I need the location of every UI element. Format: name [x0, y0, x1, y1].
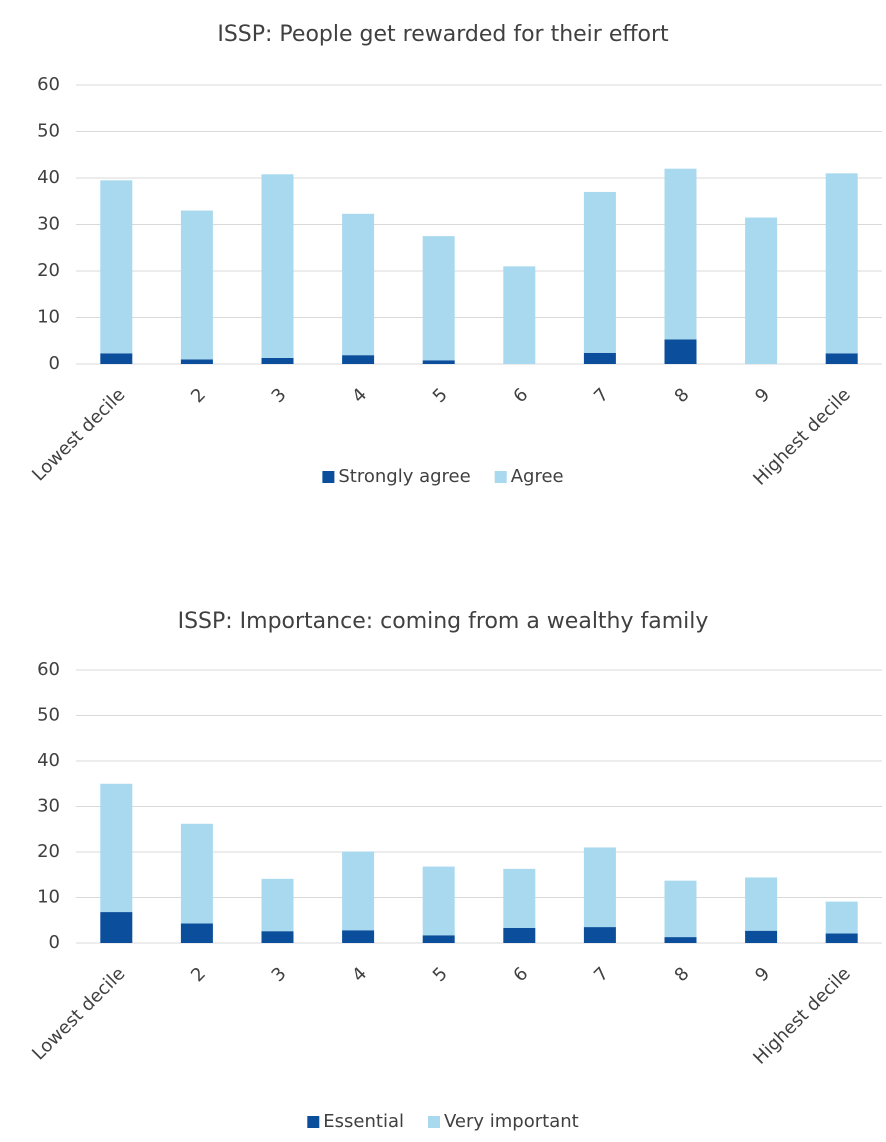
bar-segment: [422, 236, 455, 361]
bar-segment: [825, 901, 858, 934]
bar-segment: [664, 880, 697, 938]
legend-swatch: [428, 1116, 440, 1128]
bar-segment: [745, 217, 778, 364]
bar-segment: [825, 353, 858, 364]
legend-label: Essential: [323, 1111, 404, 1132]
x-tick-label: 2: [187, 963, 210, 986]
y-tick-label: 60: [37, 659, 60, 680]
y-tick-label: 50: [37, 121, 60, 142]
y-tick-label: 20: [37, 841, 60, 862]
legend-swatch: [494, 471, 507, 483]
x-tick-label: Lowest decile: [28, 384, 129, 485]
bar-segment: [583, 927, 616, 943]
bar-segment: [664, 339, 697, 364]
bar-segment: [422, 935, 455, 943]
bar-segment: [180, 210, 213, 360]
bar-segment: [180, 359, 213, 364]
bar-segment: [745, 877, 778, 931]
x-tick-label: 3: [268, 384, 291, 407]
bar-segment: [583, 352, 616, 364]
x-tick-label: 8: [671, 384, 694, 407]
y-tick-label: 0: [49, 932, 60, 953]
y-tick-label: 0: [49, 353, 60, 374]
bar-segment: [342, 930, 375, 943]
legend-label: Very important: [444, 1111, 579, 1132]
x-tick-label: 3: [268, 963, 291, 986]
bar-segment: [342, 355, 375, 364]
bar-segment: [180, 923, 213, 943]
x-tick-label: 6: [509, 384, 532, 407]
x-tick-label: 4: [348, 384, 371, 407]
x-tick-label: 8: [671, 963, 694, 986]
x-tick-label: 2: [187, 384, 210, 407]
bar-segment: [261, 931, 294, 943]
bar-segment: [825, 173, 858, 354]
x-tick-label: Lowest decile: [28, 963, 129, 1064]
bar-segment: [503, 868, 536, 928]
bar-segment: [503, 266, 536, 364]
bar-segment: [261, 878, 294, 932]
x-tick-label: 9: [751, 384, 774, 407]
chart-title: ISSP: People get rewarded for their effo…: [217, 22, 669, 47]
legend-label: Strongly agree: [338, 466, 470, 487]
bar-segment: [100, 180, 133, 354]
legend-swatch: [307, 1116, 320, 1128]
bar-segment: [342, 213, 375, 356]
x-tick-label: 7: [590, 963, 613, 986]
x-tick-label: 6: [509, 963, 532, 986]
y-tick-label: 10: [37, 307, 60, 328]
y-tick-label: 20: [37, 260, 60, 281]
y-tick-label: 30: [37, 214, 60, 235]
bar-segment: [422, 360, 455, 364]
bar-segment: [100, 783, 133, 913]
bar-segment: [342, 851, 375, 931]
y-tick-label: 10: [37, 887, 60, 908]
y-tick-label: 40: [37, 167, 60, 188]
bar-segment: [664, 168, 697, 340]
x-tick-label: 9: [751, 963, 774, 986]
y-tick-label: 50: [37, 705, 60, 726]
x-tick-label: 5: [429, 384, 452, 407]
bar-segment: [422, 866, 455, 936]
chart-title: ISSP: Importance: coming from a wealthy …: [178, 609, 709, 634]
y-tick-label: 60: [37, 74, 60, 95]
bar-segment: [100, 912, 133, 943]
bar-segment: [583, 847, 616, 928]
bar-segment: [503, 927, 536, 943]
bar-segment: [745, 930, 778, 943]
legend-swatch: [322, 471, 335, 483]
bar-segment: [583, 191, 616, 353]
x-tick-label: 4: [348, 963, 371, 986]
bar-segment: [180, 823, 213, 924]
bar-segment: [825, 933, 858, 943]
bar-segment: [261, 357, 294, 364]
bar-segment: [100, 353, 133, 364]
y-tick-label: 30: [37, 796, 60, 817]
bar-segment: [664, 937, 697, 943]
y-tick-label: 40: [37, 750, 60, 771]
bar-segment: [261, 174, 294, 358]
x-tick-label: 5: [429, 963, 452, 986]
x-tick-label: 7: [590, 384, 613, 407]
legend-label: Agree: [511, 466, 564, 487]
